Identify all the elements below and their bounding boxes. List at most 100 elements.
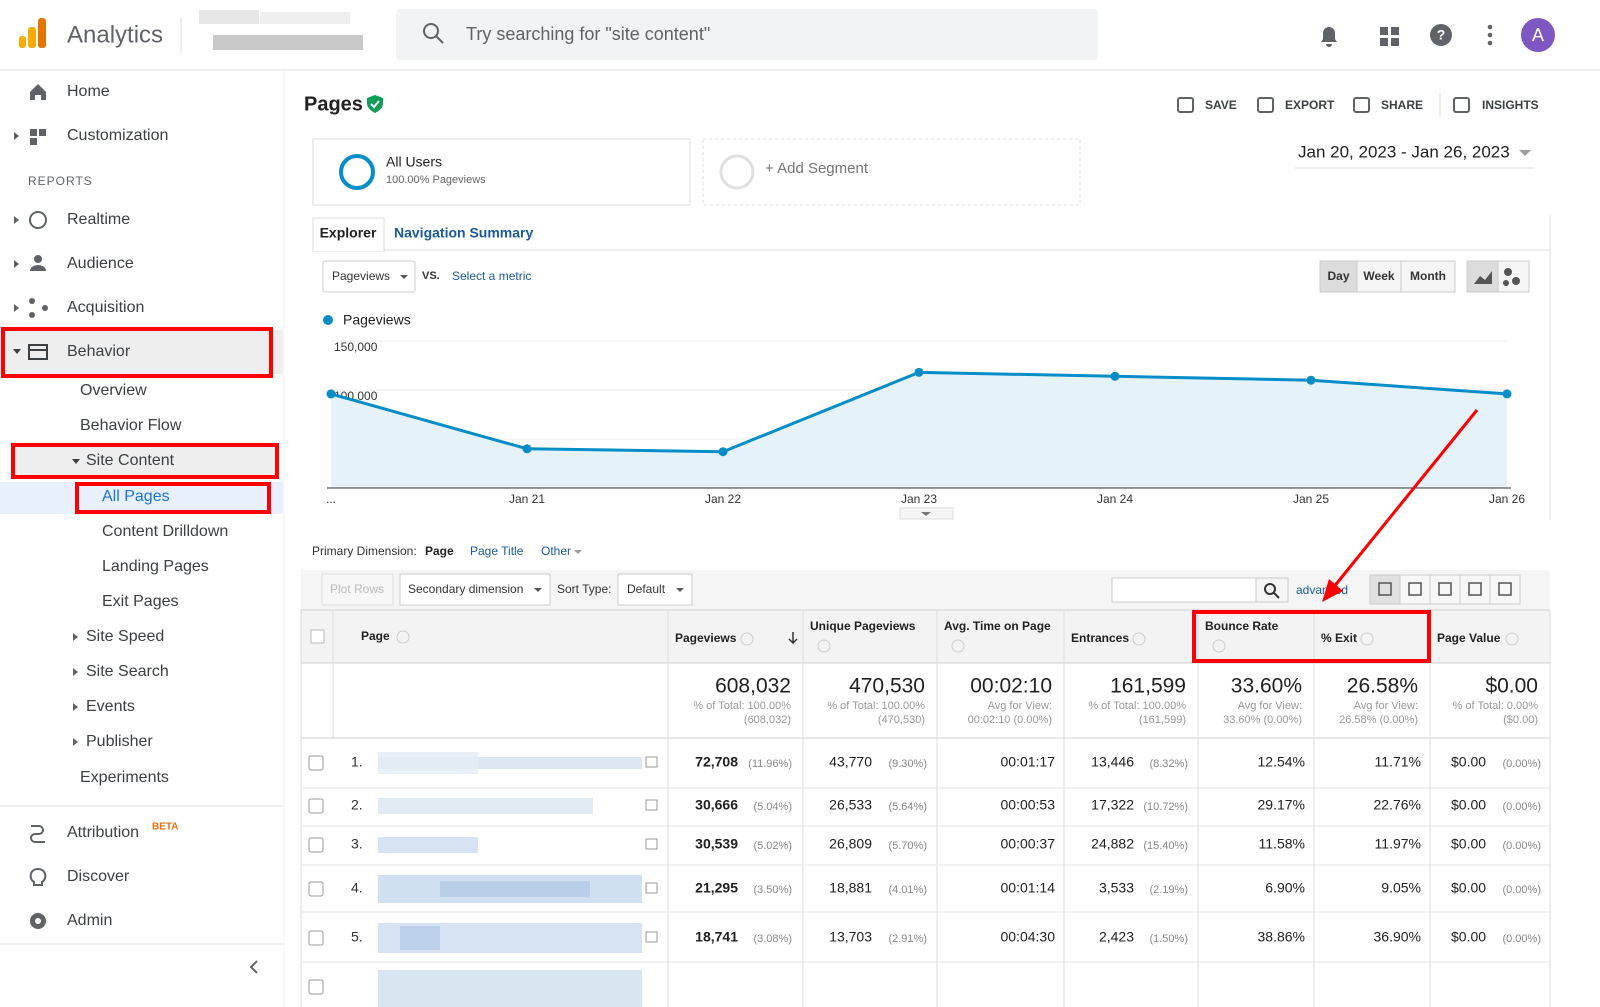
granularity-label[interactable]: Week [1363,269,1394,283]
nav-item[interactable]: Content Drilldown [102,523,228,540]
section-label: REPORTS [28,174,93,188]
action-button[interactable]: EXPORT [1285,98,1335,112]
search-placeholder[interactable]: Try searching for "site content" [466,24,710,44]
secondary-dimension-label[interactable]: Secondary dimension [408,582,523,596]
annotation-box [75,482,271,514]
cell-value: 00:00:37 [1001,836,1056,852]
search-icon [423,23,439,39]
dimension-option[interactable]: Page [425,544,454,558]
cell-percent: (0.00%) [1502,758,1541,770]
acquisition-icon [29,298,35,304]
avatar-letter[interactable]: A [1532,25,1544,45]
caret [14,304,19,312]
nav-item[interactable]: Publisher [86,733,153,750]
nav-item[interactable]: Customization [67,127,168,144]
customization-icon [39,129,46,136]
nav-item[interactable]: Experiments [80,769,169,786]
nav-item[interactable]: Site Search [86,663,169,680]
x-tick-label: ... [326,492,336,506]
granularity-button [1400,260,1456,293]
view-button [1459,574,1491,605]
nav-item[interactable]: Exit Pages [102,593,178,610]
metric-select-label[interactable]: Pageviews [332,269,390,283]
nav-active-bg [14,446,276,476]
view-icon [1378,582,1392,596]
dimension-option[interactable]: Page Title [470,544,524,558]
nav-item[interactable]: Attribution [67,824,139,841]
column-header[interactable]: Avg. Time on Page [944,619,1051,633]
nav-item[interactable]: Admin [67,912,112,929]
action-button[interactable]: SHARE [1381,98,1423,112]
cell-percent: (5.64%) [888,801,927,813]
nav-item[interactable]: Discover [67,868,130,885]
column-header[interactable]: Entrances [1071,631,1129,645]
dimension-label: Primary Dimension: [312,544,417,558]
open-page-icon [645,882,658,894]
nav-item[interactable]: Site Content [86,452,175,469]
total-value: 608,032 [715,675,791,698]
sort-type-value[interactable]: Default [627,582,666,596]
nav-item[interactable]: Home [67,83,110,100]
nav-item[interactable]: Site Speed [86,628,164,645]
behavior-icon [28,344,48,360]
action-button[interactable]: INSIGHTS [1482,98,1539,112]
action-button[interactable]: SAVE [1205,98,1237,112]
total-value: 470,530 [849,675,925,698]
open-page-icon [645,838,658,850]
cell-value: 12.54% [1258,754,1305,770]
nav-item[interactable]: Audience [67,255,134,272]
compare-metric[interactable]: Select a metric [452,269,531,283]
acquisition-icon [42,305,48,311]
cell-percent: (0.00%) [1502,884,1541,896]
cell-value: 11.71% [1375,754,1421,770]
x-tick-label: Jan 22 [705,492,741,506]
plot-rows-button [321,573,394,606]
nav-active-bg [0,330,283,374]
cell-value: $0.00 [1451,880,1486,896]
cell-value: 00:01:17 [1001,754,1056,770]
annotation-box [1192,610,1431,663]
nav-item[interactable]: Acquisition [67,299,144,316]
caret [13,349,21,354]
nav-item[interactable]: Overview [80,382,147,399]
column-header[interactable]: Page [361,629,390,643]
tab[interactable]: Navigation Summary [394,225,533,241]
dimension-option[interactable]: Other [541,544,571,558]
segment-name[interactable]: All Users [386,154,442,170]
search-icon [1273,592,1280,599]
apps-icon [1391,38,1399,46]
nav-item[interactable]: All Pages [102,488,170,505]
apps-icon [1380,38,1388,46]
plot-rows-label[interactable]: Plot Rows [330,582,384,596]
column-header[interactable]: Bounce Rate [1205,619,1279,633]
tab[interactable]: Explorer [320,225,377,241]
nav-item[interactable]: Landing Pages [102,558,209,575]
caret [73,633,78,641]
app-name: Analytics [67,21,163,48]
row-checkbox [308,881,324,897]
table-search-input [1111,577,1257,603]
granularity-label[interactable]: Month [1410,269,1446,283]
cell-percent: (2.19%) [1149,884,1188,896]
sort-type-label: Sort Type: [557,582,611,596]
search-box [396,9,1098,60]
cell-value: 11.58% [1259,836,1305,852]
total-value: 161,599 [1110,675,1186,698]
cell-percent: (0.00%) [1502,840,1541,852]
column-header[interactable]: Pageviews [675,631,737,645]
date-range[interactable]: Jan 20, 2023 - Jan 26, 2023 [1298,142,1510,161]
nav-item[interactable]: Behavior [67,343,131,360]
nav-item[interactable]: Realtime [67,211,130,228]
granularity-label[interactable]: Day [1327,269,1349,283]
column-header[interactable]: % Exit [1321,631,1357,645]
cell-value: 26,533 [829,797,872,813]
data-point [522,444,532,454]
column-header[interactable]: Unique Pageviews [810,619,916,633]
blurred-page-url [378,837,478,853]
nav-item[interactable]: Events [86,698,135,715]
nav-item[interactable]: Behavior Flow [80,417,182,434]
column-header[interactable]: Page Value [1437,631,1501,645]
apps-icon [1380,27,1388,35]
add-segment[interactable]: + Add Segment [765,160,869,177]
realtime-icon [29,211,47,229]
